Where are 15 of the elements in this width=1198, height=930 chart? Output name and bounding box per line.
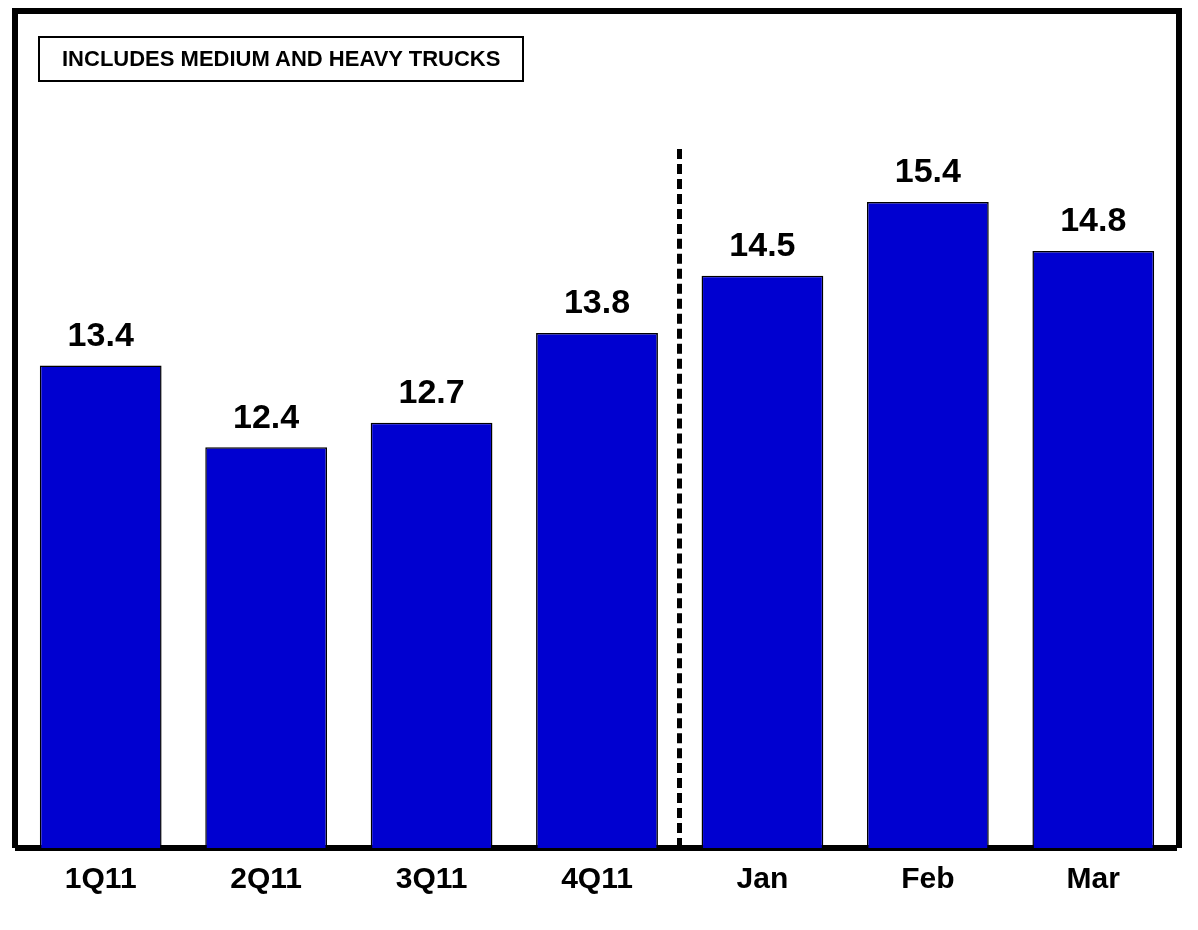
- x-tick-label: Feb: [901, 861, 955, 895]
- x-tick-label: 4Q11: [561, 861, 633, 895]
- data-label: 14.8: [1060, 200, 1127, 239]
- data-label: 12.4: [233, 396, 300, 435]
- data-label: 13.8: [563, 282, 631, 321]
- annotation: INCLUDES MEDIUM AND HEAVY TRUCKS: [38, 36, 525, 82]
- data-label: 14.5: [729, 225, 796, 264]
- data-label: 12.7: [398, 372, 465, 411]
- data-label: 13.4: [67, 314, 134, 353]
- x-tick-label: 2Q11: [230, 861, 303, 895]
- x-tick-label: Jan: [736, 861, 789, 895]
- x-tick-label: 1Q11: [64, 861, 137, 895]
- x-tick-label: 3Q11: [395, 861, 468, 895]
- data-label: 15.4: [894, 151, 962, 190]
- x-tick-label: Mar: [1066, 861, 1121, 895]
